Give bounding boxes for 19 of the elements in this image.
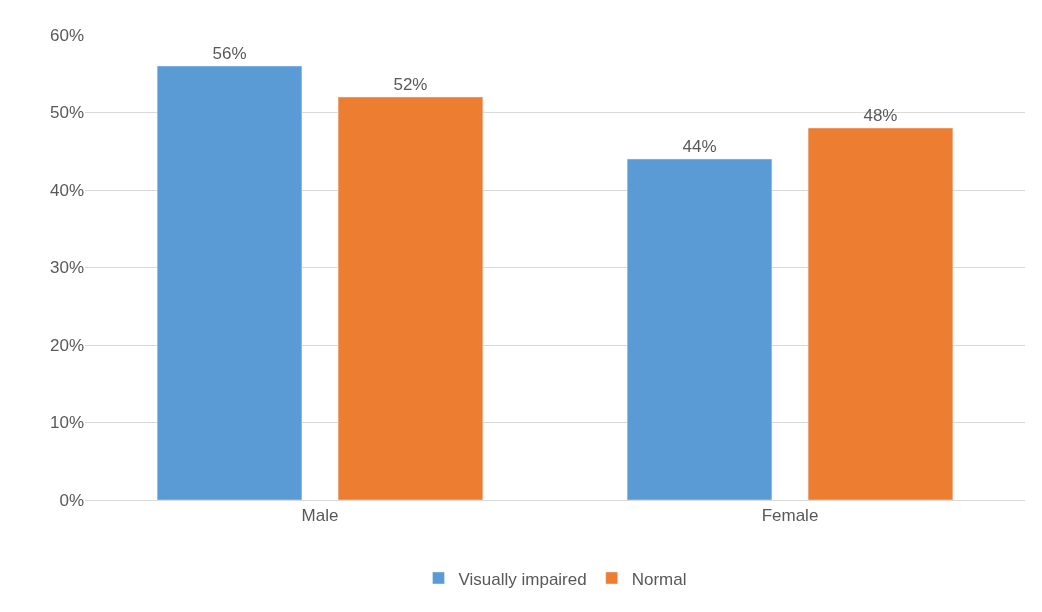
bar: [807, 127, 954, 500]
data-label: 48%: [863, 106, 898, 125]
x-tick-label: Male: [301, 506, 339, 526]
y-tick-label: 50%: [49, 103, 84, 123]
data-label: 44%: [682, 137, 717, 156]
y-tick-label: 20%: [49, 335, 84, 355]
x-tick-label: Female: [761, 506, 819, 526]
bar: [626, 158, 773, 500]
y-tick-label: 0%: [59, 490, 84, 510]
y-tick-label: 60%: [49, 25, 84, 45]
legend-label: Normal: [631, 569, 687, 589]
data-label: 56%: [212, 44, 247, 63]
data-label: 52%: [393, 75, 428, 94]
legend-label: Visually impaired: [458, 569, 587, 589]
bar: [337, 96, 484, 500]
y-tick-label: 30%: [49, 258, 84, 278]
y-tick-label: 10%: [49, 413, 84, 433]
bar: [156, 65, 303, 500]
y-tick-label: 40%: [49, 180, 84, 200]
